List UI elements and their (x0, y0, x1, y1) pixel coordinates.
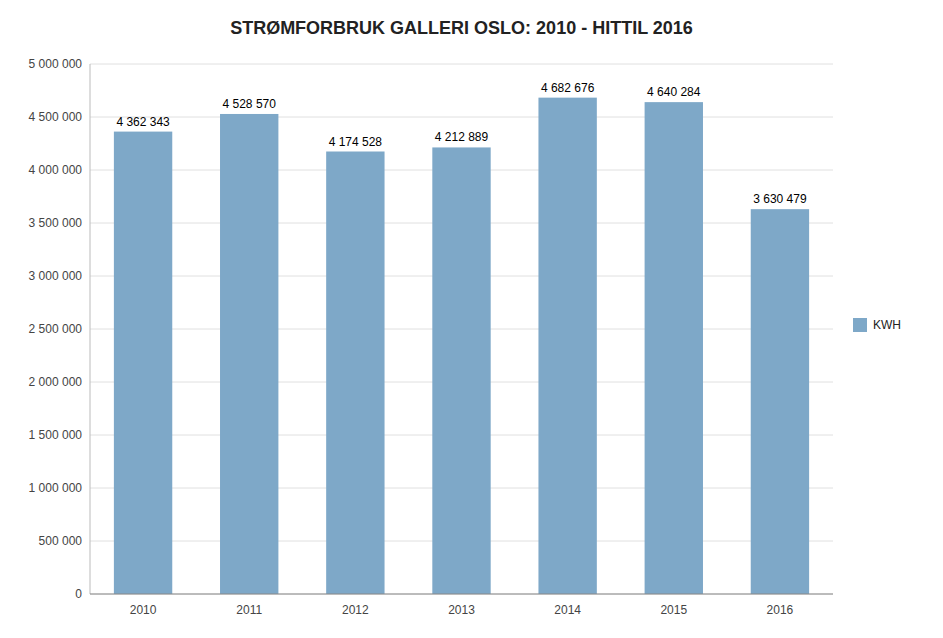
y-tick-label: 4 500 000 (29, 110, 83, 124)
grid-line (90, 594, 833, 595)
x-tick-label: 2013 (448, 603, 475, 617)
x-tick-label: 2016 (767, 603, 794, 617)
legend: KWH (853, 318, 901, 332)
y-axis-line (90, 64, 91, 594)
y-tick-label: 1 000 000 (29, 481, 83, 495)
chart-container: STRØMFORBRUK GALLERI OSLO: 2010 - HITTIL… (0, 0, 943, 638)
y-tick-label: 2 000 000 (29, 375, 83, 389)
y-tick-label: 500 000 (39, 534, 83, 548)
bar (432, 147, 490, 594)
y-tick-label: 1 500 000 (29, 428, 83, 442)
chart-svg: STRØMFORBRUK GALLERI OSLO: 2010 - HITTIL… (0, 0, 943, 638)
data-label: 4 362 343 (116, 115, 170, 129)
bar (220, 114, 278, 594)
x-axis-line (90, 594, 833, 595)
data-label: 4 174 528 (329, 135, 383, 149)
bar (751, 209, 809, 594)
legend-swatch (853, 318, 867, 332)
y-tick-label: 5 000 000 (29, 57, 83, 71)
x-tick-label: 2015 (660, 603, 687, 617)
data-label: 4 212 889 (435, 130, 489, 144)
data-label: 4 682 676 (541, 81, 595, 95)
data-label: 4 528 570 (223, 97, 277, 111)
x-tick-label: 2012 (342, 603, 369, 617)
bar (326, 152, 384, 594)
data-labels: 4 362 343 4 528 570 4 174 528 4 212 889 4 68… (116, 81, 807, 207)
y-tick-label: 3 000 000 (29, 269, 83, 283)
x-tick-label: 2011 (236, 603, 262, 617)
y-tick-label: 0 (75, 587, 82, 601)
data-label: 3 630 479 (753, 192, 807, 206)
y-tick-label: 4 000 000 (29, 163, 83, 177)
bars (114, 98, 809, 594)
data-label: 4 640 284 (647, 85, 701, 99)
legend-label: KWH (873, 318, 901, 332)
bar (645, 102, 703, 594)
x-tick-label: 2014 (554, 603, 581, 617)
grid-line (90, 64, 833, 65)
bar (538, 98, 596, 594)
grid-line (90, 117, 833, 118)
chart-title: STRØMFORBRUK GALLERI OSLO: 2010 - HITTIL… (230, 18, 693, 38)
x-tick-label: 2010 (130, 603, 157, 617)
y-tick-label: 2 500 000 (29, 322, 83, 336)
y-tick-label: 3 500 000 (29, 216, 83, 230)
bar (114, 132, 172, 594)
y-axis: 0 500 000 1 000 000 1 500 000 2 000 000 2 500… (29, 57, 833, 601)
